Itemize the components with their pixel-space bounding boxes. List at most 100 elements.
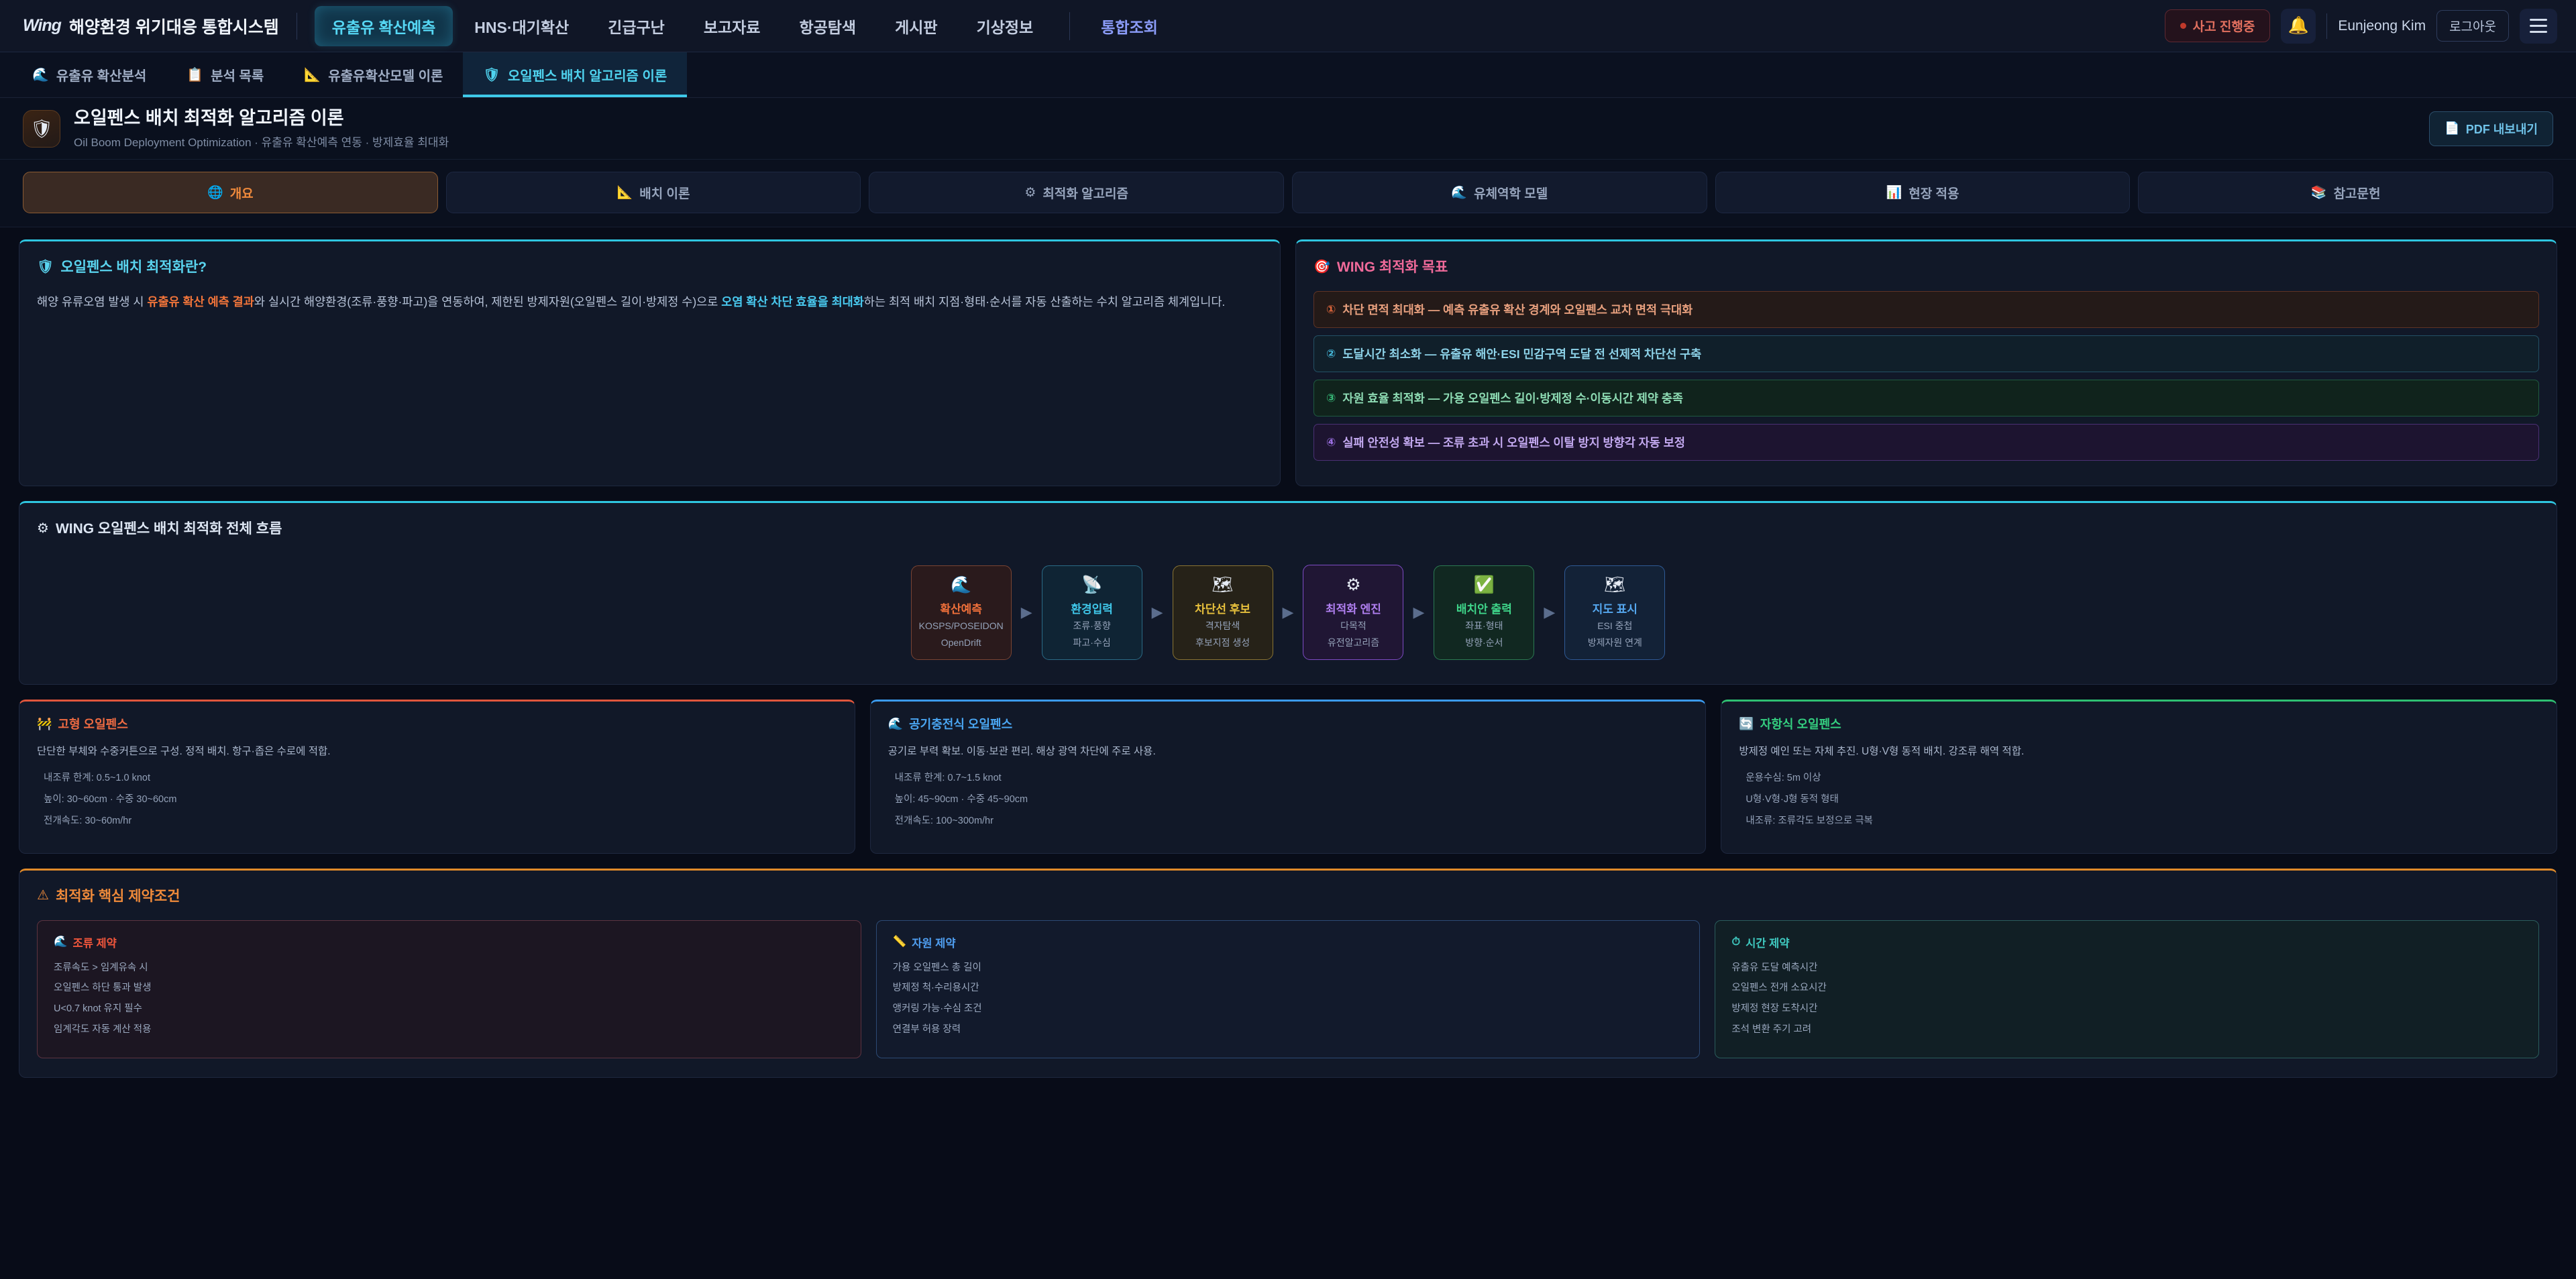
goals-heading-row: 🎯 WING 최적화 목표 bbox=[1313, 256, 2539, 276]
hamburger-menu-icon[interactable] bbox=[2520, 8, 2557, 44]
goal-text: 도달시간 최소화 — 유출유 해안·ESI 민감구역 도달 전 선제적 차단선 … bbox=[1342, 347, 1702, 361]
flow-step-sub-1: ESI 중첩 bbox=[1597, 620, 1633, 631]
section-tab-optimization-algorithm[interactable]: ⚙ 최적화 알고리즘 bbox=[869, 172, 1285, 213]
nav-item-weather-info[interactable]: 기상정보 bbox=[976, 18, 1034, 36]
map-icon: 🗺 bbox=[1604, 575, 1626, 594]
flow-arrow-icon: ▶ bbox=[1282, 604, 1294, 620]
constraints-heading: 최적화 핵심 제약조건 bbox=[55, 888, 180, 904]
tab-oil-spill-analysis[interactable]: 🌊 유출유 확산분석 bbox=[12, 52, 166, 97]
constraint-line: 앵커링 가능·수심 조건 bbox=[892, 1003, 982, 1014]
user-name-label: Eunjeong Kim bbox=[2338, 17, 2426, 34]
goal-item: ③ 자원 효율 최적화 — 가용 오일펜스 길이·방제정 수·이동시간 제약 충… bbox=[1313, 380, 2539, 416]
header-divider bbox=[2326, 13, 2328, 39]
notification-bell-icon[interactable]: 🔔 bbox=[2281, 8, 2316, 44]
flow-step-deployment-output: ✅ 배치안 출력 좌표·형태 방향·순서 bbox=[1434, 565, 1535, 660]
constraints-row: ⚠ 최적화 핵심 제약조건 🌊 조류 제약 조류속도 > 임계유속 시 오일펜스… bbox=[19, 868, 2557, 1078]
constraint-card-resource: 📏 자원 제약 가용 오일펜스 총 길이 방제정 척·수리용시간 앵커링 가능·… bbox=[875, 920, 1701, 1059]
flow-diagram: 🌊 확산예측 KOSPS/POSEIDON OpenDrift ▶ 📡 환경입력… bbox=[37, 553, 2539, 667]
section-tab-references[interactable]: 📚 참고문헌 bbox=[2138, 172, 2554, 213]
boom-card-title: 공기충전식 오일펜스 bbox=[909, 718, 1013, 731]
nav-item-reports[interactable]: 보고자료 bbox=[703, 18, 761, 36]
flow-heading-row: ⚙ WING 오일펜스 배치 최적화 전체 흐름 bbox=[37, 518, 2539, 538]
nav-item-hns-atmos[interactable]: HNS·대기확산 bbox=[474, 18, 570, 36]
globe-icon: 🌐 bbox=[207, 186, 223, 200]
flow-step-map-display: 🗺 지도 표시 ESI 중첩 방제자원 연계 bbox=[1564, 565, 1666, 660]
constraints-heading-row: ⚠ 최적화 핵심 제약조건 bbox=[37, 885, 2539, 905]
goal-text: 차단 면적 최대화 — 예측 유출유 확산 경계와 오일펜스 교차 면적 극대화 bbox=[1342, 303, 1693, 317]
gear-icon: ⚙ bbox=[1346, 575, 1361, 594]
constraint-heading-row: 📏 자원 제약 bbox=[893, 934, 1684, 950]
section-tab-field-application[interactable]: 📊 현장 적용 bbox=[1715, 172, 2131, 213]
boom-card-title: 고형 오일펜스 bbox=[58, 718, 128, 731]
incident-status-badge[interactable]: 사고 진행중 bbox=[2164, 9, 2271, 42]
flow-step-sub-2: 방제자원 연계 bbox=[1587, 636, 1642, 648]
intro-text-3: 하는 최적 배치 지점·형태·순서를 자동 산출하는 수치 알고리즘 체계입니다… bbox=[863, 295, 1226, 309]
main-navigation: 유출유 확산예측 HNS·대기확산 긴급구난 보고자료 항공탐색 게시판 기상정… bbox=[314, 5, 1175, 46]
target-icon: 🎯 bbox=[1313, 259, 1330, 274]
flow-step-barrier-candidates: 🗺 차단선 후보 격자탐색 후보지점 생성 bbox=[1172, 565, 1273, 660]
section-tab-label: 배치 이론 bbox=[639, 186, 690, 201]
goal-text: 실패 안전성 확보 — 조류 초과 시 오일펜스 이탈 방지 방향각 자동 보정 bbox=[1342, 436, 1685, 449]
clock-icon: ⏱ bbox=[1731, 936, 1741, 948]
nav-item-emergency-rescue[interactable]: 긴급구난 bbox=[608, 18, 665, 36]
boom-spec: 내조류 한계: 0.5~1.0 knot bbox=[44, 772, 151, 783]
barrier-icon: 🚧 bbox=[37, 716, 52, 730]
tab-spill-model-theory[interactable]: 📐 유출유확산모델 이론 bbox=[284, 52, 463, 97]
constraint-line: 연결부 허용 장력 bbox=[892, 1023, 961, 1035]
boom-card-heading-row: 🔄 자항식 오일펜스 bbox=[1739, 715, 2539, 732]
shield-icon: 🛡 bbox=[37, 259, 54, 274]
section-tab-label: 최적화 알고리즘 bbox=[1042, 186, 1129, 201]
brand: Wing 해양환경 위기대응 통합시스템 bbox=[23, 14, 279, 38]
intro-paragraph: 해양 유류오염 발생 시 유출유 확산 예측 결과와 실시간 해양환경(조류·풍… bbox=[37, 291, 1263, 313]
logout-button[interactable]: 로그아웃 bbox=[2436, 10, 2509, 42]
goal-number: ④ bbox=[1326, 435, 1336, 449]
nav-divider bbox=[1069, 11, 1071, 40]
goal-text: 자원 효율 최적화 — 가용 오일펜스 길이·방제정 수·이동시간 제약 충족 bbox=[1342, 392, 1684, 405]
export-pdf-button[interactable]: 📄 PDF 내보내기 bbox=[2429, 111, 2553, 146]
incident-status-label: 사고 진행중 bbox=[2192, 20, 2255, 34]
goal-number: ③ bbox=[1326, 391, 1336, 404]
flow-step-sub-2: 유전알고리즘 bbox=[1327, 637, 1380, 648]
intro-heading-row: 🛡 오일펜스 배치 최적화란? bbox=[37, 256, 1263, 276]
boom-card-inflatable: 🌊 공기충전식 오일펜스 공기로 부력 확보. 이동·보관 편리. 해상 광역 … bbox=[869, 700, 1707, 854]
section-tab-hydrodynamic-model[interactable]: 🌊 유체역학 모델 bbox=[1292, 172, 1707, 213]
section-tab-deployment-theory[interactable]: 📐 배치 이론 bbox=[445, 172, 861, 213]
flow-row: ⚙ WING 오일펜스 배치 최적화 전체 흐름 🌊 확산예측 KOSPS/PO… bbox=[19, 501, 2557, 685]
wave-icon: 🌊 bbox=[54, 936, 68, 948]
flow-step-dispersion-forecast: 🌊 확산예측 KOSPS/POSEIDON OpenDrift bbox=[910, 565, 1012, 660]
intro-highlight-1: 유출유 확산 예측 결과 bbox=[147, 295, 254, 309]
section-tab-bar: 🌐 개요 📐 배치 이론 ⚙ 최적화 알고리즘 🌊 유체역학 모델 📊 현장 적… bbox=[0, 160, 2576, 227]
goals-heading: WING 최적화 목표 bbox=[1336, 260, 1448, 275]
constraint-card-current: 🌊 조류 제약 조류속도 > 임계유속 시 오일펜스 하단 통과 발생 U<0.… bbox=[37, 920, 861, 1059]
intro-text-2: 와 실시간 해양환경(조류·풍향·파고)을 연동하여, 제한된 방제자원(오일펜… bbox=[254, 295, 722, 309]
boom-types-row: 🚧 고형 오일펜스 단단한 부체와 수중커튼으로 구성. 정적 배치. 항구·좁… bbox=[19, 700, 2558, 854]
shield-icon: 🛡 bbox=[483, 68, 500, 82]
tab-boom-algorithm-theory[interactable]: 🛡 오일펜스 배치 알고리즘 이론 bbox=[463, 52, 688, 97]
flow-step-sub-2: OpenDrift bbox=[941, 636, 981, 648]
flow-panel: ⚙ WING 오일펜스 배치 최적화 전체 흐름 🌊 확산예측 KOSPS/PO… bbox=[19, 501, 2557, 685]
flow-step-title: 확산예측 bbox=[940, 602, 982, 616]
section-tab-overview[interactable]: 🌐 개요 bbox=[23, 172, 438, 213]
top-header: Wing 해양환경 위기대응 통합시스템 유출유 확산예측 HNS·대기확산 긴… bbox=[0, 0, 2576, 52]
nav-item-aerial-search[interactable]: 항공탐색 bbox=[799, 18, 857, 36]
warning-icon: ⚠ bbox=[37, 888, 49, 903]
nav-item-integrated-search[interactable]: 통합조회 bbox=[1101, 18, 1158, 36]
nav-item-board[interactable]: 게시판 bbox=[895, 18, 938, 36]
flow-heading: WING 오일펜스 배치 최적화 전체 흐름 bbox=[55, 521, 282, 537]
gear-icon: ⚙ bbox=[37, 520, 49, 536]
flow-step-sub-1: 좌표·형태 bbox=[1465, 620, 1503, 631]
constraint-line: 방제정 척·수리용시간 bbox=[892, 983, 979, 994]
brand-title: 해양환경 위기대응 통합시스템 bbox=[68, 17, 279, 37]
nav-item-oil-spill-forecast[interactable]: 유출유 확산예측 bbox=[314, 5, 453, 46]
constraint-line: U<0.7 knot 유지 필수 bbox=[54, 1003, 142, 1014]
tab-label: 유출유확산모델 이론 bbox=[328, 69, 443, 84]
flow-arrow-icon: ▶ bbox=[1413, 604, 1425, 620]
boom-spec: 운용수심: 5m 이상 bbox=[1746, 772, 1821, 783]
tab-analysis-list[interactable]: 📋 분석 목록 bbox=[166, 52, 284, 97]
boom-card-description: 공기로 부력 확보. 이동·보관 편리. 해상 광역 차단에 주로 사용. bbox=[888, 746, 1156, 757]
goal-item: ④ 실패 안전성 확보 — 조류 초과 시 오일펜스 이탈 방지 방향각 자동 … bbox=[1313, 424, 2539, 461]
intro-highlight-2: 오염 확산 차단 효율을 최대화 bbox=[721, 295, 864, 309]
flow-arrow-icon: ▶ bbox=[1020, 604, 1032, 620]
page-title: 오일펜스 배치 최적화 알고리즘 이론 bbox=[74, 108, 344, 129]
goal-item: ① 차단 면적 최대화 — 예측 유출유 확산 경계와 오일펜스 교차 면적 극… bbox=[1313, 291, 2539, 328]
